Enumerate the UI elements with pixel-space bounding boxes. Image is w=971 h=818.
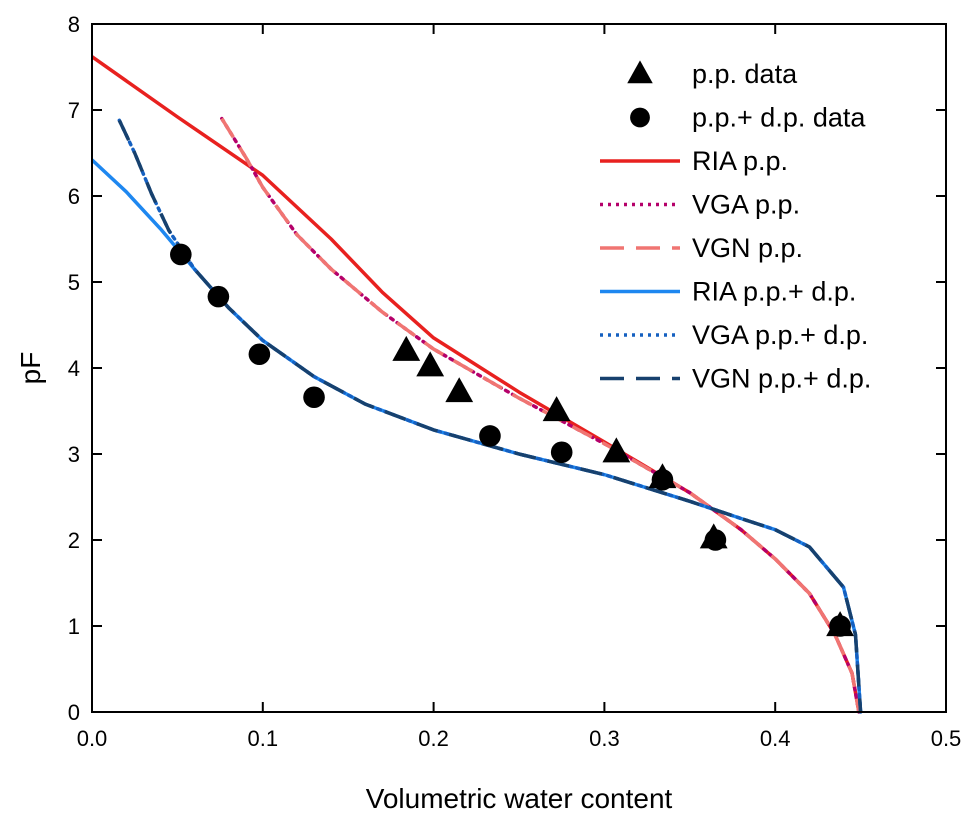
y-axis-ticks: 0 1 2 3 4 5 6 7 8 [68, 12, 946, 725]
legend-label: VGA p.p. [692, 190, 800, 220]
legend-marker-circle [630, 107, 650, 128]
series-markers [170, 243, 855, 637]
legend-label: RIA p.p.+ d.p. [692, 277, 856, 307]
legend-item: VGA p.p.+ d.p. [600, 320, 868, 350]
legend-item: RIA p.p.+ d.p. [600, 277, 856, 307]
data-point-circle [704, 529, 727, 551]
legend-item: VGA p.p. [600, 190, 800, 220]
legend-item: p.p. data [627, 59, 798, 89]
y-tick-label: 2 [68, 528, 80, 553]
data-point-triangle [542, 396, 571, 422]
legend-item: p.p.+ d.p. data [630, 103, 866, 133]
y-tick-label: 1 [68, 614, 80, 639]
legend-item: VGN p.p. [600, 233, 803, 263]
data-point-circle [248, 343, 271, 366]
x-tick-label: 0.4 [760, 726, 791, 751]
data-point-circle [829, 615, 851, 637]
y-tick-label: 3 [68, 442, 80, 467]
x-tick-label: 0.5 [931, 726, 962, 751]
y-tick-label: 6 [68, 184, 80, 209]
legend-item: RIA p.p. [600, 146, 788, 176]
series-line-vgn-p-p-d-p- [117, 119, 863, 713]
data-point-triangle [602, 437, 631, 463]
data-point-triangle [392, 335, 421, 361]
x-tick-label: 0.0 [77, 726, 108, 751]
data-point-circle [303, 386, 325, 409]
y-axis-title: pF [15, 352, 46, 385]
x-axis-ticks: 0.0 0.1 0.2 0.3 0.4 0.5 [77, 24, 962, 751]
legend-label: p.p.+ d.p. data [692, 103, 866, 133]
x-tick-label: 0.1 [248, 726, 279, 751]
legend-marker-triangle [627, 60, 653, 84]
legend-label: VGA p.p.+ d.p. [692, 320, 868, 350]
legend: p.p. data p.p.+ d.p. data RIA p.p. VGA p.p.… [600, 59, 871, 394]
legend-item: VGN p.p.+ d.p. [600, 364, 871, 394]
y-tick-label: 8 [68, 12, 80, 37]
x-tick-label: 0.3 [589, 726, 620, 751]
data-point-circle [479, 425, 501, 447]
legend-label: p.p. data [692, 59, 798, 89]
y-tick-label: 0 [68, 700, 80, 725]
data-point-triangle [416, 351, 445, 377]
x-tick-label: 0.2 [418, 726, 449, 751]
y-tick-label: 5 [68, 270, 80, 295]
data-point-circle [651, 469, 674, 491]
data-point-circle [207, 285, 230, 308]
y-tick-label: 4 [68, 356, 80, 381]
data-point-circle [550, 441, 573, 464]
y-tick-label: 7 [68, 98, 80, 123]
legend-label: VGN p.p. [692, 233, 803, 263]
data-point-triangle [445, 377, 474, 403]
x-axis-title: Volumetric water content [366, 783, 673, 814]
data-point-circle [170, 243, 192, 266]
legend-label: VGN p.p.+ d.p. [692, 364, 871, 394]
legend-label: RIA p.p. [692, 146, 788, 176]
